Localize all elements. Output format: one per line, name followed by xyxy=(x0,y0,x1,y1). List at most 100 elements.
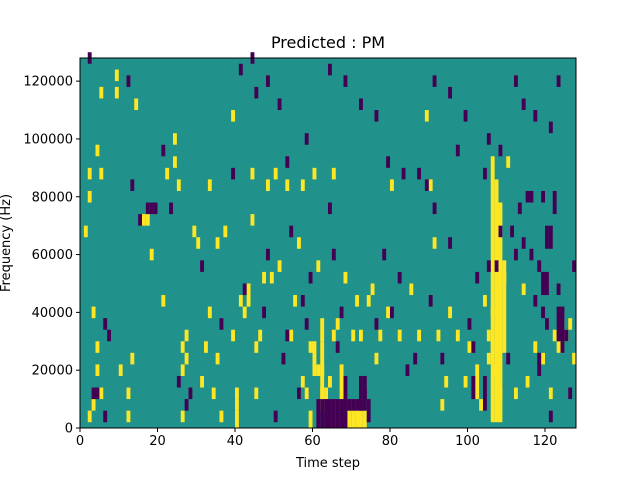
heatmap-cell-low xyxy=(328,63,332,76)
heatmap-cell-low xyxy=(169,202,174,215)
heatmap-cell-high xyxy=(556,341,561,353)
high-value-cells xyxy=(83,69,577,428)
heatmap-cell-high xyxy=(386,306,391,319)
heatmap-cell-low xyxy=(238,63,243,76)
heatmap-cell-high xyxy=(293,295,298,307)
heatmap-cell-high xyxy=(149,248,154,261)
heatmap-cell-high xyxy=(525,375,530,388)
heatmap-cell-high xyxy=(207,306,212,319)
heatmap-cell-low xyxy=(529,190,534,203)
heatmap-cell-low xyxy=(285,156,290,168)
heatmap-run-high xyxy=(320,341,325,411)
heatmap-cell-low xyxy=(231,167,236,180)
heatmap-cell-low xyxy=(541,306,546,319)
y-axis: 0 20000 40000 60000 80000 100000 120000 xyxy=(23,75,80,437)
heatmap-cell-high xyxy=(316,364,321,376)
heatmap-cell-low xyxy=(374,110,379,122)
heatmap-cell-high xyxy=(223,225,228,238)
heatmap-cell-high xyxy=(87,410,92,423)
heatmap-run-low xyxy=(537,352,542,376)
heatmap-cell-high xyxy=(428,179,433,191)
heatmap-cell-high xyxy=(246,283,251,296)
heatmap-cell-low xyxy=(107,329,112,342)
heatmap-cell-low xyxy=(564,329,569,342)
x-tick-label: 40 xyxy=(227,434,244,449)
heatmap-cell-low xyxy=(347,399,352,411)
heatmap-cell-low xyxy=(355,399,360,411)
heatmap-cell-low xyxy=(486,133,491,145)
heatmap-cell-high xyxy=(370,283,375,296)
heatmap-cell-high xyxy=(145,214,150,226)
heatmap-cell-low xyxy=(486,260,491,272)
heatmap-cell-low xyxy=(390,306,394,319)
heatmap-cell-low xyxy=(266,75,270,87)
heatmap-cell-low xyxy=(277,98,282,111)
heatmap-run-high xyxy=(308,410,313,428)
heatmap-cell-high xyxy=(572,352,577,365)
heatmap-cell-low xyxy=(463,110,468,122)
heatmap-cell-low xyxy=(339,306,344,319)
heatmap-cell-low xyxy=(397,271,402,284)
heatmap-cell-high xyxy=(87,167,92,180)
heatmap-cell-high xyxy=(242,306,247,319)
heatmap-cell-high xyxy=(99,167,104,180)
heatmap-cell-high xyxy=(467,341,472,353)
heatmap-cell-low xyxy=(498,144,503,157)
x-axis: 0 20 40 60 80 100 120 xyxy=(76,428,557,449)
heatmap-cell-high xyxy=(548,387,553,400)
heatmap-cell-high xyxy=(455,329,460,342)
heatmap-cell-high xyxy=(204,341,208,353)
heatmap-run-low xyxy=(328,399,332,428)
heatmap-cell-high xyxy=(231,329,236,342)
heatmap-cell-high xyxy=(448,306,453,319)
heatmap-cell-high xyxy=(397,329,402,342)
heatmap-cell-low xyxy=(428,295,433,307)
heatmap-cell-high xyxy=(207,179,212,191)
y-axis-label: Frequency (Hz) xyxy=(0,194,14,292)
heatmap-cell-high xyxy=(440,399,445,411)
heatmap-cell-low xyxy=(525,190,530,203)
heatmap-cell-high xyxy=(91,399,96,411)
heatmap-cell-high xyxy=(161,295,166,307)
heatmap-cell-high xyxy=(258,329,263,342)
heatmap-cell-high xyxy=(246,295,251,307)
heatmap-cell-low xyxy=(300,295,305,307)
heatmap-cell-low xyxy=(560,341,565,353)
heatmap-cell-high xyxy=(184,329,189,342)
heatmap-cell-high xyxy=(215,237,220,249)
heatmap-run-low xyxy=(316,399,321,428)
heatmap-cell-high xyxy=(91,306,96,319)
heatmap-cell-low xyxy=(126,75,131,87)
heatmap-cell-high xyxy=(409,283,414,296)
heatmap-cell-high xyxy=(196,237,201,249)
heatmap-run-low xyxy=(362,375,367,411)
heatmap-cell-low xyxy=(343,75,348,87)
heatmap-cell-high xyxy=(463,375,468,388)
heatmap-run-high xyxy=(320,318,325,342)
heatmap-cell-low xyxy=(529,248,534,261)
heatmap-cell-low xyxy=(328,202,332,215)
heatmap-cell-low xyxy=(366,410,371,423)
heatmap-cell-low xyxy=(448,86,453,99)
heatmap-cell-low xyxy=(417,167,422,180)
heatmap-cell-low xyxy=(514,248,518,261)
heatmap-cell-low xyxy=(91,387,96,400)
heatmap-cell-high xyxy=(142,214,146,226)
heatmap-cell-high xyxy=(176,179,181,191)
heatmap-cell-high xyxy=(254,387,259,400)
heatmap-cell-high xyxy=(173,156,177,168)
heatmap-cell-high xyxy=(533,341,538,353)
heatmap-cell-low xyxy=(103,318,108,330)
heatmap-cell-low xyxy=(548,410,553,423)
heatmap-cell-low xyxy=(401,167,406,180)
heatmap-cell-low xyxy=(145,202,150,215)
y-tick-label: 100000 xyxy=(23,132,73,147)
heatmap-cell-low xyxy=(308,271,313,284)
heatmap-cell-low xyxy=(552,202,557,215)
heatmap-cell-low xyxy=(331,248,336,261)
heatmap-cell-high xyxy=(486,329,491,342)
heatmap-cell-low xyxy=(424,179,429,191)
heatmap-cell-low xyxy=(483,167,487,180)
heatmap-cell-low xyxy=(289,225,294,238)
heatmap-run-high xyxy=(339,364,344,400)
